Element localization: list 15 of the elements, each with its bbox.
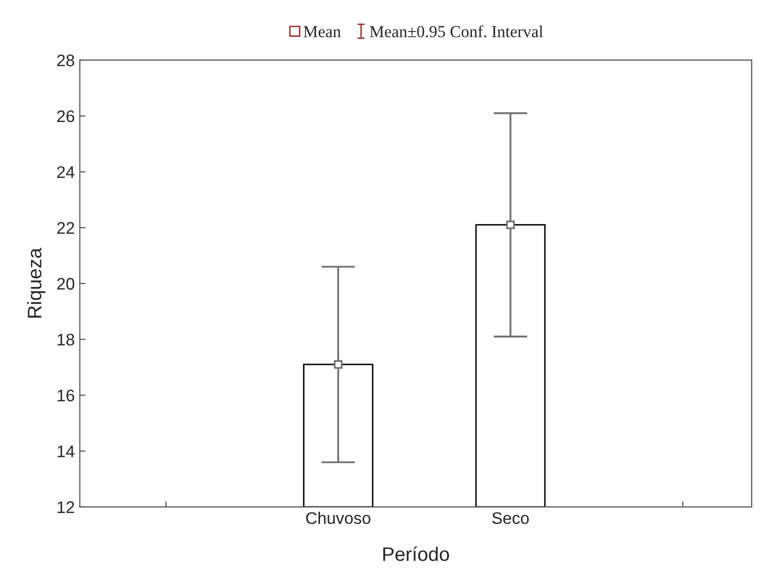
y-tick-label: 14 [58, 446, 74, 458]
y-tick-label: 22 [57, 222, 74, 234]
text: Mean±0.95 Conf. Interval [370, 25, 543, 38]
y-tick-label: 20 [57, 278, 74, 290]
y-tick-label: 26 [57, 110, 74, 122]
y-tick-label: 16 [58, 390, 74, 402]
x-axis-title: Período [383, 546, 449, 562]
text: Mean [304, 26, 341, 38]
y-tick-label: 28 [57, 54, 74, 66]
y-tick-label: 18 [58, 334, 74, 346]
x-tick-label: Seco [492, 512, 529, 524]
y-tick-label: 24 [57, 166, 74, 178]
y-tick-label: 12 [58, 501, 74, 513]
y-axis-title: Riqueza [27, 248, 46, 318]
x-tick-label: Chuvoso [306, 512, 370, 524]
